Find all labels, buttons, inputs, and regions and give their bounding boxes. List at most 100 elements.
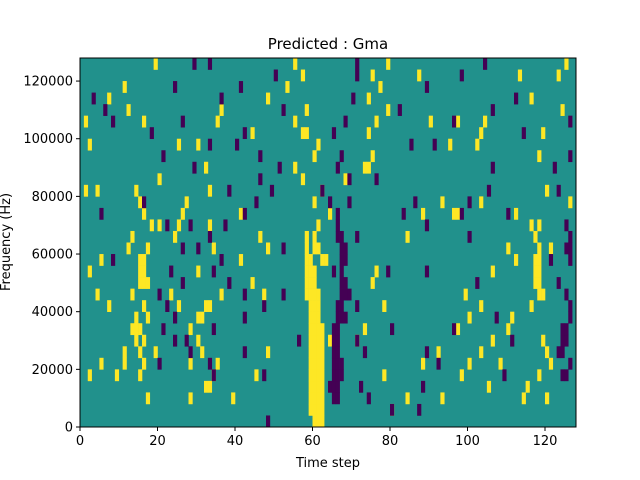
heatmap-cell-low xyxy=(564,369,569,382)
heatmap-cell-high xyxy=(138,254,143,266)
heatmap-cell-low xyxy=(417,403,422,416)
heatmap-cell-low xyxy=(219,92,224,105)
heatmap-cell-low xyxy=(335,219,340,232)
heatmap-cell-high xyxy=(157,173,162,186)
heatmap-cell-high xyxy=(200,311,205,324)
y-tick-label: 120000 xyxy=(23,75,73,90)
heatmap-cell-low xyxy=(335,346,340,359)
heatmap-cell-low xyxy=(331,357,337,370)
heatmap-cell-high xyxy=(455,207,461,220)
heatmap-cell-high xyxy=(188,357,193,370)
heatmap-cell-low xyxy=(242,311,247,324)
heatmap-cell-low xyxy=(258,173,263,186)
heatmap-cell-low xyxy=(424,219,430,232)
heatmap-cell-high xyxy=(541,334,546,347)
heatmap-cell-low xyxy=(343,115,348,128)
heatmap-cell-low xyxy=(211,369,216,382)
heatmap-cell-low xyxy=(235,138,240,151)
heatmap-background xyxy=(80,58,576,427)
heatmap-cell-high xyxy=(529,300,534,312)
heatmap-cell-high xyxy=(142,265,147,278)
heatmap-cell-low xyxy=(475,277,480,289)
heatmap-cell-high xyxy=(521,392,526,405)
heatmap-cell-high xyxy=(200,346,205,359)
y-tick-label: 40000 xyxy=(32,305,73,320)
heatmap-cell-low xyxy=(335,300,340,312)
heatmap-cell-high xyxy=(467,357,472,370)
heatmap-cell-high xyxy=(107,300,112,312)
heatmap-cell-high xyxy=(436,346,441,359)
heatmap-cell-high xyxy=(382,369,387,382)
heatmap-cell-high xyxy=(448,138,453,151)
heatmap-cell-low xyxy=(568,254,573,266)
heatmap-cell-high xyxy=(134,323,139,336)
heatmap-cell-low xyxy=(173,334,178,347)
heatmap-cell-high xyxy=(153,346,158,359)
heatmap-cell-high xyxy=(215,115,220,128)
heatmap-cell-high xyxy=(308,277,313,289)
heatmap-cell-high xyxy=(320,403,325,416)
heatmap-cell-high xyxy=(374,115,379,128)
heatmap-cell-high xyxy=(304,127,309,140)
heatmap-cell-high xyxy=(312,369,317,382)
heatmap-cell-low xyxy=(269,184,275,197)
heatmap-cell-low xyxy=(331,334,337,347)
heatmap-cell-high xyxy=(262,288,267,301)
heatmap-cell-high xyxy=(196,265,201,278)
heatmap-cell-low xyxy=(111,115,116,128)
heatmap-cell-high xyxy=(541,288,546,301)
heatmap-cell-high xyxy=(142,277,147,289)
heatmap-cell-high xyxy=(548,242,554,255)
heatmap-cell-low xyxy=(339,242,344,255)
x-tick-label: 40 xyxy=(227,434,244,449)
heatmap-cell-low xyxy=(343,242,348,255)
heatmap-cell-low xyxy=(242,288,247,301)
heatmap-cell-high xyxy=(366,92,371,105)
heatmap-cell-high xyxy=(506,323,511,336)
heatmap-cell-high xyxy=(95,184,100,197)
heatmap-cell-low xyxy=(347,173,352,186)
heatmap-cell-low xyxy=(362,346,368,359)
heatmap-cell-high xyxy=(99,357,104,370)
heatmap-cell-high xyxy=(312,288,317,301)
heatmap-cell-high xyxy=(142,334,147,347)
heatmap-cell-high xyxy=(312,265,317,278)
heatmap-cell-high xyxy=(316,415,321,428)
heatmap-cell-low xyxy=(486,184,492,197)
heatmap-cell-low xyxy=(556,277,561,289)
heatmap-cell-high xyxy=(308,403,313,416)
heatmap-cell-high xyxy=(312,357,317,370)
heatmap-cell-high xyxy=(428,115,433,128)
heatmap-cell-low xyxy=(424,265,430,278)
heatmap-cell-high xyxy=(204,300,209,312)
heatmap-cell-low xyxy=(343,254,348,266)
heatmap-cell-high xyxy=(304,277,309,289)
heatmap-cell-high xyxy=(130,288,135,301)
heatmap-cell-high xyxy=(138,369,143,382)
heatmap-cell-low xyxy=(335,392,340,405)
heatmap-cell-high xyxy=(514,254,519,266)
heatmap-cell-high xyxy=(316,403,321,416)
heatmap-cell-high xyxy=(211,242,216,255)
heatmap-cell-high xyxy=(370,277,375,289)
heatmap-cell-low xyxy=(99,207,104,220)
heatmap-cell-low xyxy=(331,346,337,359)
heatmap-cell-high xyxy=(300,69,306,82)
heatmap-cell-high xyxy=(122,81,127,93)
heatmap-cell-low xyxy=(111,254,116,266)
heatmap-cell-high xyxy=(130,230,135,243)
heatmap-cell-high xyxy=(405,230,410,243)
heatmap-cell-high xyxy=(87,265,92,278)
heatmap-cell-high xyxy=(300,127,306,140)
heatmap-cell-high xyxy=(312,346,317,359)
heatmap-cell-low xyxy=(351,92,356,105)
heatmap-cell-high xyxy=(568,196,573,209)
heatmap-cell-low xyxy=(180,242,185,255)
heatmap-cell-high xyxy=(204,161,209,174)
heatmap-cell-low xyxy=(188,346,193,359)
heatmap-cell-low xyxy=(514,92,519,105)
heatmap-cell-low xyxy=(339,369,344,382)
heatmap-cell-high xyxy=(204,380,209,393)
heatmap-cell-high xyxy=(145,311,151,324)
y-axis-label: Frequency (Hz) xyxy=(0,193,14,291)
